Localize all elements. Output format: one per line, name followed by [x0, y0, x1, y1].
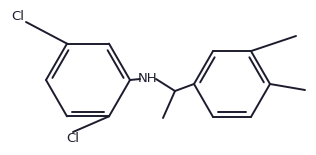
Text: Cl: Cl [66, 131, 80, 144]
Text: NH: NH [138, 73, 158, 86]
Text: Cl: Cl [11, 9, 25, 22]
